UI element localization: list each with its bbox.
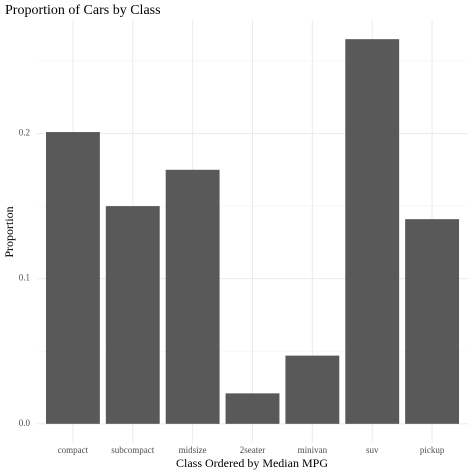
x-tick-label: midsize (179, 445, 207, 455)
bar (165, 169, 220, 424)
x-tick-label: 2seater (240, 445, 265, 455)
bar (345, 39, 400, 424)
bar (105, 206, 160, 424)
bar (45, 132, 100, 424)
bar (225, 393, 280, 424)
x-tick-label: compact (58, 445, 89, 455)
x-tick-label: suv (366, 445, 379, 455)
chart-title: Proportion of Cars by Class (5, 3, 161, 18)
y-axis-title: Proportion (2, 206, 16, 257)
x-tick-label: subcompact (111, 445, 154, 455)
y-tick-label: 0.1 (19, 273, 30, 283)
bar (405, 219, 460, 424)
x-tick-label: pickup (420, 445, 445, 455)
y-tick-label: 0.2 (19, 128, 30, 138)
x-tick-label: minivan (298, 445, 328, 455)
bar (285, 355, 340, 424)
x-axis-title: Class Ordered by Median MPG (176, 456, 328, 470)
y-tick-label: 0.0 (19, 418, 31, 428)
